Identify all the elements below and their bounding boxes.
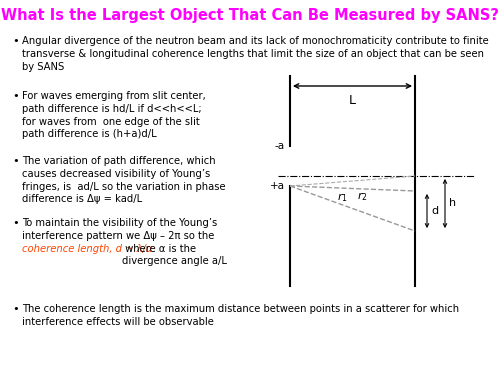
Text: •: • xyxy=(12,304,19,314)
Text: coherence length, d ~ λ/α: coherence length, d ~ λ/α xyxy=(22,244,152,254)
Text: h: h xyxy=(449,198,456,208)
Text: What Is the Largest Object That Can Be Measured by SANS?: What Is the Largest Object That Can Be M… xyxy=(1,8,499,23)
Text: •: • xyxy=(12,218,19,228)
Text: +a: +a xyxy=(270,181,285,191)
Text: where α is the
divergence angle a/L: where α is the divergence angle a/L xyxy=(122,244,227,266)
Text: $r_2$: $r_2$ xyxy=(357,191,368,203)
Text: •: • xyxy=(12,156,19,166)
Text: The coherence length is the maximum distance between points in a scatterer for w: The coherence length is the maximum dist… xyxy=(22,304,459,327)
Text: To maintain the visibility of the Young’s
interference pattern we Δψ – 2π so the: To maintain the visibility of the Young’… xyxy=(22,218,217,241)
Text: -a: -a xyxy=(275,141,285,151)
Text: •: • xyxy=(12,36,19,46)
Text: L: L xyxy=(349,94,356,107)
Text: d: d xyxy=(431,206,438,216)
Text: $r_1$: $r_1$ xyxy=(337,191,348,203)
Text: For waves emerging from slit center,
path difference is hd/L if d<<h<<L;
for wav: For waves emerging from slit center, pat… xyxy=(22,91,206,139)
Text: •: • xyxy=(12,91,19,101)
Text: Angular divergence of the neutron beam and its lack of monochromaticity contribu: Angular divergence of the neutron beam a… xyxy=(22,36,489,71)
Text: The variation of path difference, which
causes decreased visibility of Young’s
f: The variation of path difference, which … xyxy=(22,156,226,205)
